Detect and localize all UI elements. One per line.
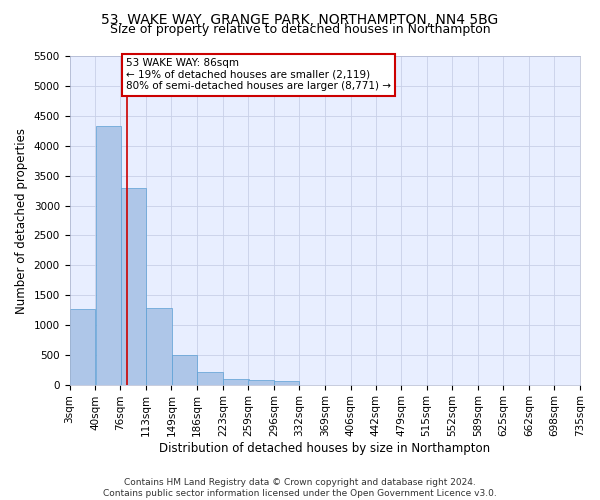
Bar	[172, 356, 197, 384]
Text: 53, WAKE WAY, GRANGE PARK, NORTHAMPTON, NN4 5BG: 53, WAKE WAY, GRANGE PARK, NORTHAMPTON, …	[101, 12, 499, 26]
Bar	[146, 308, 172, 384]
Text: Size of property relative to detached houses in Northampton: Size of property relative to detached ho…	[110, 22, 490, 36]
Y-axis label: Number of detached properties: Number of detached properties	[15, 128, 28, 314]
Bar	[274, 381, 299, 384]
Bar	[197, 372, 223, 384]
Text: 53 WAKE WAY: 86sqm
← 19% of detached houses are smaller (2,119)
80% of semi-deta: 53 WAKE WAY: 86sqm ← 19% of detached hou…	[126, 58, 391, 92]
Bar	[95, 126, 121, 384]
Bar	[121, 188, 146, 384]
Bar	[70, 309, 95, 384]
Text: Contains HM Land Registry data © Crown copyright and database right 2024.
Contai: Contains HM Land Registry data © Crown c…	[103, 478, 497, 498]
Bar	[223, 379, 248, 384]
X-axis label: Distribution of detached houses by size in Northampton: Distribution of detached houses by size …	[159, 442, 490, 455]
Bar	[248, 380, 274, 384]
